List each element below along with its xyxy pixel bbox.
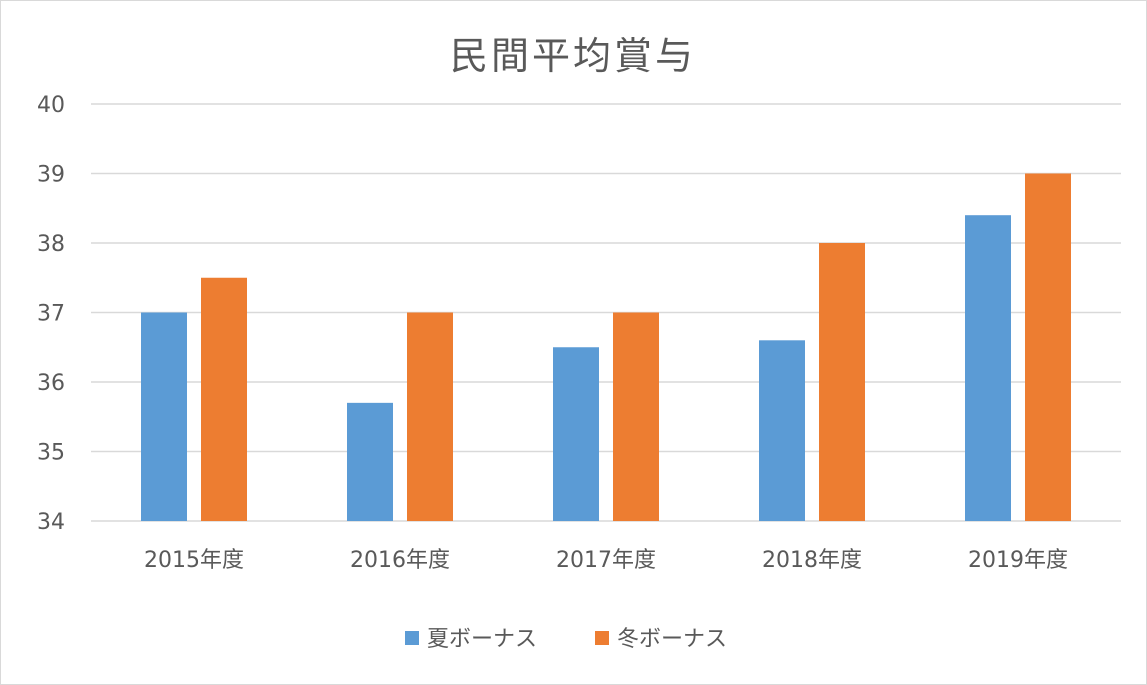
bars [141, 173, 1071, 521]
legend-swatch [595, 631, 609, 645]
bar-winter-1 [407, 312, 453, 521]
bar-winter-0 [201, 277, 247, 521]
y-axis-ticks: 34 35 36 37 38 39 40 [37, 93, 65, 535]
x-tick-label: 2017年度 [556, 548, 656, 573]
bar-winter-3 [819, 243, 865, 521]
y-tick-label: 40 [37, 93, 65, 118]
legend-label: 冬ボーナス [617, 627, 727, 652]
legend: 夏ボーナス 冬ボーナス [405, 627, 727, 652]
bar-summer-2 [553, 347, 599, 521]
y-tick-label: 36 [37, 371, 65, 396]
y-tick-label: 39 [37, 163, 65, 188]
x-tick-label: 2015年度 [144, 548, 244, 573]
bar-summer-1 [347, 402, 393, 521]
y-tick-label: 35 [37, 441, 65, 466]
x-tick-label: 2016年度 [350, 548, 450, 573]
bar-winter-2 [613, 312, 659, 521]
bar-summer-0 [141, 312, 187, 521]
legend-swatch [405, 631, 419, 645]
y-tick-label: 37 [37, 302, 65, 327]
x-axis-ticks: 2015年度 2016年度 2017年度 2018年度 2019年度 [144, 548, 1068, 573]
bar-summer-4 [965, 215, 1011, 521]
x-tick-label: 2019年度 [968, 548, 1068, 573]
x-tick-label: 2018年度 [762, 548, 862, 573]
legend-label: 夏ボーナス [427, 627, 537, 652]
bar-winter-4 [1025, 173, 1071, 521]
gridlines [91, 103, 1121, 522]
chart-title: 民間平均賞与 [450, 34, 696, 78]
bar-summer-3 [759, 340, 805, 521]
y-tick-label: 38 [37, 232, 65, 257]
y-tick-label: 34 [37, 510, 65, 535]
